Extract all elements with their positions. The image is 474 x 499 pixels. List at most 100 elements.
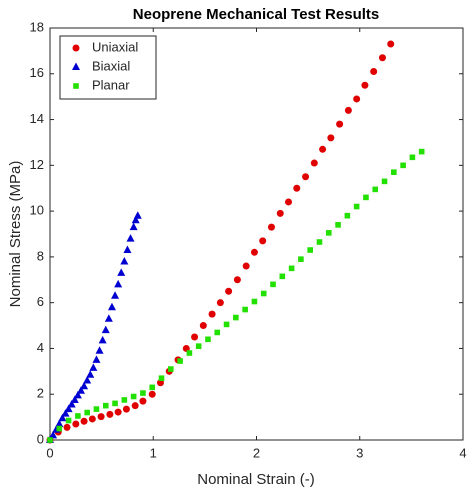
point — [325, 230, 332, 236]
point — [58, 413, 67, 422]
point — [242, 262, 250, 270]
point — [276, 209, 284, 217]
x-tick-label: 2 — [253, 445, 260, 460]
y-tick-label: 4 — [37, 340, 44, 355]
point — [114, 408, 122, 416]
point — [123, 245, 132, 254]
point — [80, 381, 89, 390]
point — [129, 222, 138, 231]
y-axis-label: Nominal Stress (MPa) — [7, 161, 24, 308]
point — [378, 54, 386, 62]
chart-title: Neoprene Mechanical Test Results — [133, 6, 379, 23]
point — [73, 390, 82, 399]
point — [363, 194, 369, 201]
point — [148, 390, 156, 398]
point — [89, 363, 98, 371]
point — [361, 81, 369, 89]
point — [177, 358, 183, 364]
x-axis-label: Nominal Strain (-) — [197, 471, 315, 488]
point — [133, 211, 142, 219]
point — [61, 409, 70, 417]
point — [279, 273, 286, 280]
point — [344, 212, 351, 219]
point — [126, 234, 135, 242]
point — [387, 40, 395, 48]
point — [195, 343, 202, 349]
point — [327, 134, 335, 142]
point — [307, 247, 313, 253]
point — [302, 173, 310, 181]
point — [156, 379, 164, 387]
point — [139, 397, 147, 405]
point — [199, 322, 207, 330]
point — [335, 222, 341, 228]
point — [97, 413, 105, 421]
legend-label: Uniaxial — [92, 39, 138, 54]
point — [205, 336, 211, 343]
point — [117, 268, 126, 276]
point — [86, 370, 95, 378]
x-tick-label: 1 — [150, 445, 157, 460]
point — [114, 279, 123, 288]
point — [120, 256, 129, 265]
point — [223, 321, 230, 328]
point — [336, 120, 344, 128]
y-tick-label: 8 — [37, 248, 44, 263]
point — [242, 306, 248, 313]
point — [168, 366, 174, 372]
point — [285, 198, 293, 206]
point — [418, 148, 425, 155]
point — [64, 404, 73, 413]
y-tick-label: 2 — [37, 386, 44, 401]
point — [106, 410, 114, 418]
point — [88, 415, 96, 423]
point — [233, 314, 239, 321]
point — [316, 239, 323, 245]
point — [214, 329, 221, 336]
point — [260, 290, 267, 297]
point — [250, 248, 258, 256]
point — [372, 186, 379, 193]
point — [75, 413, 81, 419]
point — [92, 355, 101, 363]
point — [72, 420, 80, 428]
legend-marker — [72, 44, 80, 52]
y-tick-label: 10 — [30, 203, 44, 218]
point — [267, 223, 275, 231]
x-tick-label: 0 — [46, 445, 53, 460]
point — [84, 409, 90, 416]
point — [130, 393, 137, 400]
point — [98, 335, 107, 344]
point — [319, 145, 327, 153]
point — [67, 400, 76, 408]
point — [55, 419, 64, 427]
point — [288, 265, 295, 272]
point — [131, 402, 139, 410]
point — [121, 397, 128, 403]
point — [101, 325, 110, 334]
point — [233, 276, 241, 284]
point — [353, 95, 361, 103]
point — [310, 159, 318, 167]
point — [56, 425, 63, 432]
point — [70, 395, 79, 403]
point — [49, 430, 58, 439]
point — [344, 106, 352, 114]
y-tick-label: 14 — [30, 111, 44, 126]
point — [182, 344, 190, 352]
point — [400, 162, 406, 169]
point — [270, 281, 276, 288]
legend-label: Planar — [92, 77, 130, 92]
point — [95, 346, 104, 354]
point — [225, 287, 233, 295]
y-tick-label: 16 — [30, 65, 44, 80]
point — [381, 178, 388, 185]
point — [93, 406, 100, 412]
x-tick-label: 3 — [356, 445, 363, 460]
point — [409, 154, 416, 161]
point — [65, 417, 72, 424]
point — [83, 375, 92, 384]
point — [76, 386, 85, 394]
legend-marker — [73, 83, 79, 89]
